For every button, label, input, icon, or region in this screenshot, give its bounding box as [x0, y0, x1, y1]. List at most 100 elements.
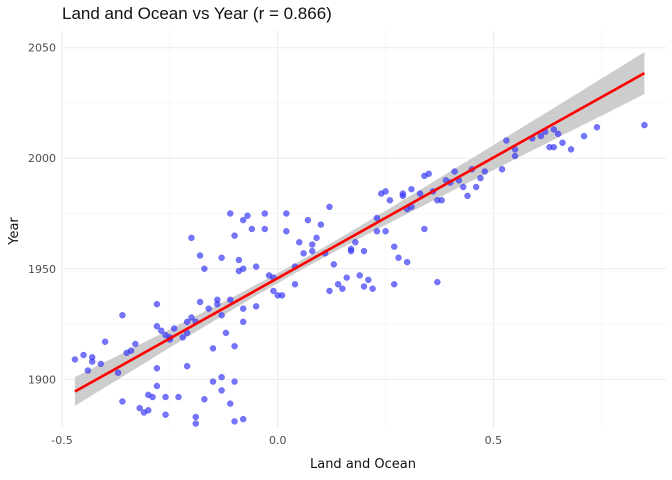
data-point	[550, 143, 558, 151]
data-point	[550, 126, 558, 133]
data-point	[270, 287, 277, 295]
data-point	[580, 132, 588, 140]
y-axis-title: Year	[7, 217, 22, 246]
data-point	[239, 305, 247, 312]
data-point	[472, 183, 480, 191]
data-point	[330, 261, 338, 268]
data-point	[170, 325, 178, 332]
data-point	[477, 174, 484, 182]
data-point	[231, 232, 238, 239]
data-point	[481, 168, 489, 175]
x-tick-label: -0.5	[51, 434, 72, 447]
confidence-band	[74, 52, 645, 406]
x-axis-title: Land and Ocean	[310, 457, 416, 472]
data-point	[317, 221, 325, 228]
chart-title: Land and Ocean vs Year (r = 0.866)	[62, 4, 332, 23]
data-point	[162, 393, 169, 401]
data-point	[360, 283, 368, 290]
data-point	[308, 247, 316, 255]
data-point	[114, 369, 122, 376]
data-point	[390, 243, 398, 250]
data-point	[408, 185, 415, 193]
data-point	[71, 356, 79, 363]
data-point	[554, 130, 562, 138]
data-point	[127, 347, 135, 354]
data-point	[365, 276, 372, 284]
data-point	[179, 334, 187, 341]
data-point	[132, 340, 139, 348]
y-tick-label: 2000	[28, 152, 56, 165]
data-point	[222, 329, 230, 337]
data-point	[386, 197, 394, 204]
data-point	[231, 418, 238, 425]
data-point	[373, 227, 381, 235]
data-point	[153, 365, 161, 372]
data-point	[382, 188, 389, 195]
data-point	[416, 190, 424, 197]
data-point	[239, 265, 247, 273]
data-point	[192, 413, 199, 421]
data-point	[145, 407, 152, 414]
data-point	[537, 132, 545, 140]
y-tick-label: 2050	[28, 42, 56, 55]
y-tick-label: 1900	[28, 373, 56, 386]
data-point	[313, 234, 320, 242]
data-point	[119, 398, 126, 405]
data-point	[252, 303, 260, 310]
data-point	[343, 274, 350, 281]
data-point	[239, 318, 247, 326]
data-point	[304, 216, 312, 224]
data-points	[71, 121, 648, 427]
data-point	[157, 327, 165, 334]
y-tick-labels: 1900 1950 2000 2050	[28, 42, 56, 387]
x-tick-label: 0.5	[485, 434, 503, 447]
data-point	[162, 411, 169, 418]
data-point	[248, 225, 256, 233]
data-point	[218, 387, 225, 394]
data-point	[183, 362, 191, 370]
data-point	[214, 300, 221, 308]
data-point	[278, 292, 286, 299]
data-point	[227, 210, 234, 217]
data-point	[641, 121, 648, 129]
data-point	[360, 247, 368, 255]
data-point	[382, 227, 389, 235]
data-point	[218, 373, 225, 381]
data-point	[209, 345, 217, 352]
x-tick-labels: -0.5 0.0 0.5	[51, 434, 502, 447]
data-point	[334, 281, 342, 288]
data-point	[438, 197, 445, 204]
data-point	[296, 239, 303, 246]
data-point	[425, 170, 432, 177]
data-point	[326, 287, 333, 295]
data-point	[239, 415, 247, 423]
data-point	[201, 265, 208, 273]
data-point	[373, 214, 381, 222]
data-point	[149, 393, 156, 401]
data-point	[300, 250, 307, 257]
data-point	[235, 256, 243, 264]
data-point	[227, 296, 234, 304]
data-point	[183, 318, 191, 326]
data-point	[218, 311, 225, 319]
data-point	[188, 234, 195, 242]
data-point	[196, 252, 204, 259]
data-point	[80, 351, 87, 359]
data-point	[231, 378, 238, 385]
data-point	[291, 281, 299, 288]
data-point	[326, 203, 333, 211]
data-point	[119, 311, 126, 319]
data-point	[403, 258, 411, 266]
data-point	[153, 323, 161, 330]
data-point	[593, 124, 601, 131]
data-point	[97, 360, 105, 368]
data-point	[283, 210, 290, 217]
regression-line	[74, 71, 646, 393]
data-point	[209, 378, 217, 385]
data-point	[196, 298, 204, 306]
data-point	[459, 183, 467, 191]
data-point	[464, 192, 471, 200]
data-point	[84, 367, 92, 374]
data-point	[498, 166, 506, 173]
